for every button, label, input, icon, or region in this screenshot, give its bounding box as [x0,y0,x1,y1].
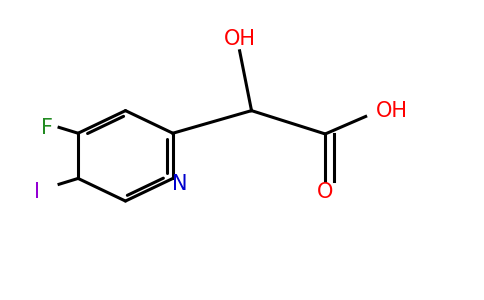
Text: N: N [172,174,188,194]
Text: OH: OH [224,29,256,49]
Text: OH: OH [376,100,408,121]
Text: I: I [34,182,41,202]
Text: O: O [317,182,333,202]
Text: F: F [41,118,53,138]
